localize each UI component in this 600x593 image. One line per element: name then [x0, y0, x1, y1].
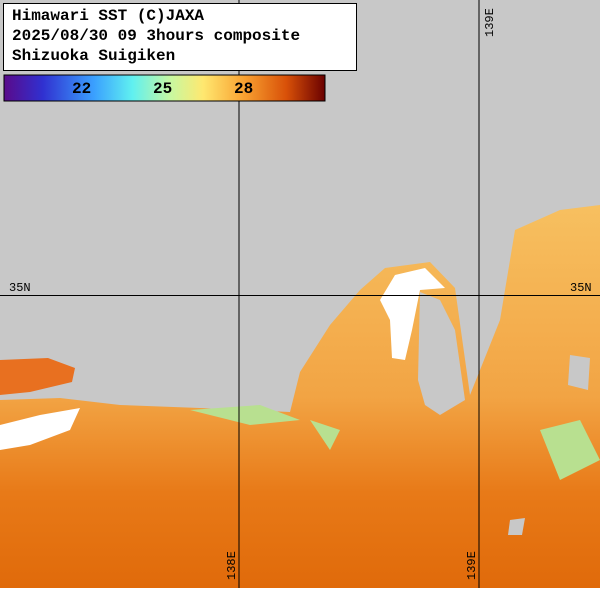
- lon-label: 139E: [465, 551, 479, 580]
- sea-surface: [0, 358, 75, 395]
- header-line: 2025/08/30 09 3hours composite: [12, 27, 300, 45]
- header-line: Himawari SST (C)JAXA: [12, 7, 204, 25]
- lat-label: 35N: [9, 281, 31, 295]
- colorbar-labels: 22 25 28: [72, 80, 253, 98]
- lon-label: 138E: [225, 551, 239, 580]
- land: [508, 518, 525, 535]
- cloud: [0, 408, 80, 450]
- lat-label: 35N: [570, 281, 592, 295]
- sea-surface: [0, 205, 600, 588]
- colorbar: [3, 74, 326, 102]
- header-box: [3, 3, 357, 71]
- colorbar-label: 22: [72, 80, 91, 98]
- lon-label: 139E: [483, 8, 497, 37]
- land: [568, 355, 590, 390]
- colorbar-label: 25: [153, 80, 172, 98]
- colorbar-label: 28: [234, 80, 253, 98]
- sea-surface: [190, 405, 600, 480]
- header-line: Shizuoka Suigiken: [12, 47, 175, 65]
- land: [418, 292, 465, 415]
- cloud: [380, 268, 445, 360]
